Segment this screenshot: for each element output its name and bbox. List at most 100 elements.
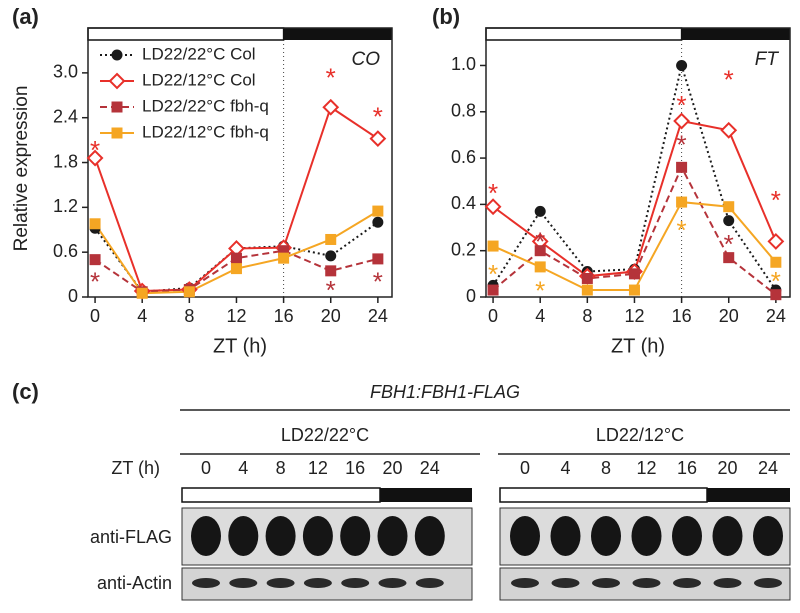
flag-band <box>302 516 333 556</box>
y-tick-label: 0 <box>466 286 476 306</box>
y-tick-label: 1.0 <box>451 54 476 74</box>
marker <box>723 215 735 227</box>
actin-band <box>415 578 444 588</box>
marker <box>770 289 782 301</box>
x-tick-label: 12 <box>226 306 246 326</box>
flag-band <box>414 516 445 556</box>
actin-band <box>192 578 220 588</box>
marker <box>86 149 104 167</box>
flag-band <box>753 516 783 556</box>
marker <box>676 59 688 71</box>
flag-band <box>591 516 621 556</box>
lane-label: 24 <box>420 458 440 478</box>
lane-label: 16 <box>677 458 697 478</box>
x-tick-label: 20 <box>321 306 341 326</box>
marker <box>720 121 738 139</box>
x-tick-label: 16 <box>672 306 692 326</box>
row-label: anti-FLAG <box>90 527 172 547</box>
plot-frame <box>485 27 791 298</box>
lane-label: 12 <box>308 458 328 478</box>
light-bar <box>485 27 683 41</box>
significance-mark: * <box>488 259 498 289</box>
x-tick-label: 8 <box>184 306 194 326</box>
gene-label: FT <box>755 49 780 70</box>
marker <box>325 265 337 277</box>
marker <box>487 284 499 296</box>
y-tick-label: 0 <box>68 286 78 306</box>
flag-band <box>340 516 371 556</box>
x-tick-label: 24 <box>766 306 786 326</box>
marker <box>534 261 546 273</box>
lane-label: 24 <box>758 458 778 478</box>
marker <box>372 253 384 265</box>
x-tick-label: 4 <box>535 306 545 326</box>
significance-mark: * <box>535 227 545 257</box>
significance-mark: * <box>535 275 545 305</box>
lane-label: 12 <box>636 458 656 478</box>
panel-label: (b) <box>432 4 460 29</box>
legend-label: LD22/12°C fbh-q <box>142 122 269 141</box>
dark-bar <box>283 28 392 40</box>
legend-marker <box>108 72 126 90</box>
marker <box>676 161 688 173</box>
actin-band <box>341 578 370 588</box>
actin-band <box>266 578 295 588</box>
marker <box>369 130 387 148</box>
light-bar <box>499 487 708 503</box>
flag-band <box>228 516 259 556</box>
marker <box>183 286 195 298</box>
flag-band <box>712 516 743 556</box>
y-tick-label: 3.0 <box>53 62 78 82</box>
significance-mark: * <box>326 63 336 93</box>
significance-mark: * <box>724 65 734 95</box>
marker <box>723 201 735 213</box>
x-axis-label: ZT (h) <box>611 335 665 357</box>
marker <box>534 245 546 257</box>
marker <box>136 287 148 299</box>
actin-band <box>511 578 539 588</box>
dark-bar <box>681 28 790 40</box>
legend-marker <box>111 127 123 139</box>
dark-bar <box>380 488 472 502</box>
actin-band <box>378 578 407 588</box>
flag-band <box>265 516 296 556</box>
marker <box>487 240 499 252</box>
significance-mark: * <box>373 267 383 297</box>
x-tick-label: 4 <box>137 306 147 326</box>
actin-band <box>592 578 620 588</box>
flag-band <box>377 516 408 556</box>
significance-mark: * <box>677 215 687 245</box>
marker <box>676 196 688 208</box>
marker <box>767 233 785 250</box>
marker <box>628 268 640 280</box>
legend-label: LD22/12°C Col <box>142 70 256 89</box>
marker <box>581 272 593 284</box>
actin-band <box>303 578 332 588</box>
marker <box>278 245 290 257</box>
y-tick-label: 1.2 <box>53 196 78 216</box>
flag-band <box>510 516 540 556</box>
lane-label: 20 <box>717 458 737 478</box>
y-tick-label: 0.2 <box>451 239 476 259</box>
marker <box>325 233 337 245</box>
flag-band <box>672 516 702 556</box>
panel-label: (a) <box>12 4 39 29</box>
y-tick-label: 0.8 <box>451 101 476 121</box>
significance-mark: * <box>90 267 100 297</box>
flag-band <box>550 516 581 556</box>
y-tick-label: 2.4 <box>53 106 78 126</box>
significance-mark: * <box>373 102 383 132</box>
gene-label: CO <box>352 49 381 70</box>
marker <box>484 198 502 216</box>
blot-title: FBH1:FBH1-FLAG <box>370 382 520 402</box>
significance-mark: * <box>771 266 781 296</box>
lane-label: 20 <box>382 458 402 478</box>
group-label: LD22/12°C <box>596 425 684 445</box>
marker <box>372 216 384 228</box>
flag-band <box>191 516 221 556</box>
actin-band <box>551 578 580 588</box>
panel-label: (c) <box>12 379 39 404</box>
x-tick-label: 20 <box>719 306 739 326</box>
x-tick-label: 12 <box>624 306 644 326</box>
